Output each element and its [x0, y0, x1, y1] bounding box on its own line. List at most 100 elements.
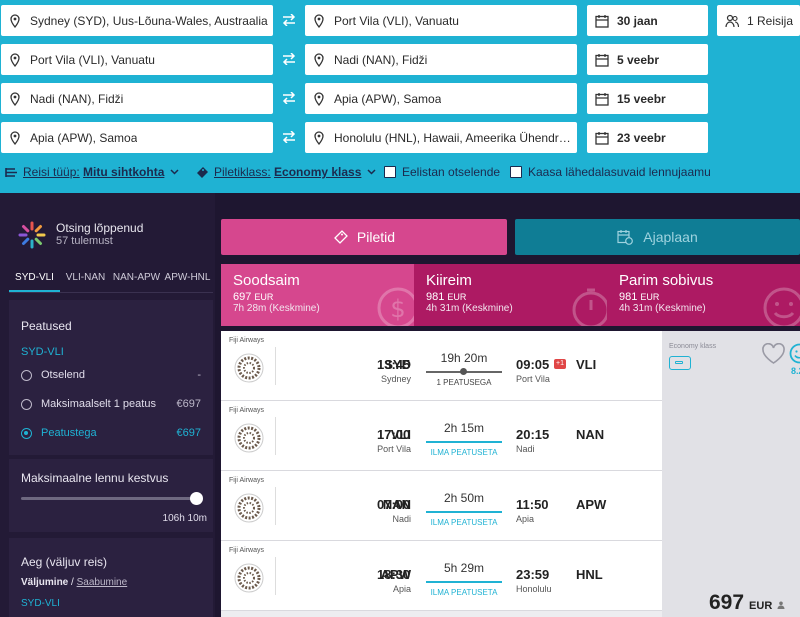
flight-row[interactable]: Fiji Airways NAN 07:00 Nadi 2h 50m ILMA … [221, 471, 662, 541]
calendar-icon [595, 53, 609, 67]
origin-text: Nadi (NAN), Fidži [30, 91, 124, 106]
route-line [426, 441, 502, 443]
airline-name: Fiji Airways [229, 547, 265, 554]
departure-time: 07:00 [377, 497, 411, 512]
status-count: 57 tulemust [56, 235, 113, 247]
airline-logo-icon [234, 493, 264, 523]
arrival-city: Apia [516, 514, 535, 524]
divider [275, 417, 276, 455]
class-value: Economy klass [274, 165, 362, 179]
destination-text: Port Vila (VLI), Vanuatu [334, 13, 459, 28]
departure-code: NAN [382, 497, 411, 512]
swap-icon[interactable] [282, 131, 296, 143]
arrival-time: 20:15 [516, 427, 550, 442]
date-field-1[interactable]: 30 jaan [587, 5, 708, 36]
offer-panel: Economy klass 8.2 697 EUR [662, 331, 800, 617]
time-mode: Väljumine / Saabumine [21, 577, 127, 588]
nearby-airports-checkbox[interactable]: Kaasa lähedalasuvaid lennujaamu [510, 165, 711, 179]
route-line [426, 581, 502, 583]
calendar-icon [595, 131, 609, 145]
leg-tab-apw-hnl[interactable]: APW-HNL [164, 272, 211, 283]
duration-slider-track[interactable] [21, 497, 196, 500]
origin-text: Port Vila (VLI), Vanuatu [30, 52, 155, 67]
trip-type-value: Mitu sihtkohta [83, 165, 165, 179]
flight-row[interactable]: Fiji Airways SYD 13:45 Sydney 19h 20m 1 … [221, 331, 662, 401]
flight-row[interactable]: Fiji Airways APW 18:30 Apia 5h 29m ILMA … [221, 541, 662, 611]
stops-option-with-stops[interactable]: Peatustega €697 [21, 427, 201, 439]
option-label: Maksimaalselt 1 peatus [41, 398, 156, 410]
destination-field-2[interactable]: Nadi (NAN), Fidži [305, 44, 577, 75]
departure-toggle[interactable]: Väljumine [21, 577, 69, 588]
heart-icon[interactable] [761, 343, 786, 365]
svg-text:$: $ [390, 295, 405, 323]
tab-tickets-label: Piletid [356, 229, 396, 245]
passengers-icon [725, 14, 739, 27]
destination-field-1[interactable]: Port Vila (VLI), Vanuatu [305, 5, 577, 36]
airline-name: Fiji Airways [229, 337, 265, 344]
date-field-4[interactable]: 23 veebr [587, 122, 708, 153]
status-text: Otsing lõppenud 57 tulemust [56, 222, 143, 248]
origin-field-2[interactable]: Port Vila (VLI), Vanuatu [1, 44, 273, 75]
direct-flights-checkbox[interactable]: Eelistan otselende [384, 165, 500, 179]
sort-price-value: 981 [619, 291, 638, 303]
trip-type-dropdown[interactable]: Reisi tüüp: Mitu sihtkohta [5, 165, 179, 179]
class-dropdown[interactable]: Piletiklass: Economy klass [196, 165, 376, 179]
leg-tab-vli-nan[interactable]: VLI-NAN [65, 272, 106, 283]
leg-tab-nan-apw[interactable]: NAN-APW [112, 272, 161, 283]
arrival-city: Honolulu [516, 584, 552, 594]
departure-code: SYD [384, 357, 411, 372]
sort-price: 981 EUR [619, 291, 788, 303]
sort-best[interactable]: Parim sobivus 981 EUR 4h 31m (Keskmine) [607, 264, 800, 326]
class-label: Piletiklass: [214, 165, 271, 179]
stops-filter: Peatused SYD-VLI Otselend - Maksimaalsel… [9, 300, 213, 455]
leg-tabs: SYD-VLI VLI-NAN NAN-APW APW-HNL [9, 266, 213, 293]
departure-time: 18:30 [377, 567, 411, 582]
stop-marker [460, 368, 467, 375]
stops-option-max-one[interactable]: Maksimaalselt 1 peatus €697 [21, 398, 201, 410]
tab-schedule[interactable]: Ajaplaan [515, 219, 800, 255]
radio-button [21, 427, 32, 439]
flight-row[interactable]: Fiji Airways VLI 17:00 Port Vila 2h 15m … [221, 401, 662, 471]
swap-icon[interactable] [282, 14, 296, 26]
origin-field-3[interactable]: Nadi (NAN), Fidži [1, 83, 273, 114]
search-panel: Sydney (SYD), Uus-Lõuna-Wales, Austraali… [0, 0, 800, 193]
stops-option-direct[interactable]: Otselend - [21, 369, 201, 381]
leg-tab-syd-vli[interactable]: SYD-VLI [9, 266, 60, 292]
tab-tickets[interactable]: Piletid [221, 219, 507, 255]
origin-field-4[interactable]: Apia (APW), Samoa [1, 122, 273, 153]
duration-slider-handle[interactable] [189, 492, 203, 505]
origin-text: Sydney (SYD), Uus-Lõuna-Wales, Austraali… [30, 13, 268, 28]
swap-icon[interactable] [282, 92, 296, 104]
sort-fastest[interactable]: Kiireim 981 EUR 4h 31m (Keskmine) [414, 264, 607, 326]
radio-button [21, 369, 32, 381]
origin-field-1[interactable]: Sydney (SYD), Uus-Lõuna-Wales, Austraali… [1, 5, 273, 36]
arrival-toggle[interactable]: Saabumine [76, 577, 128, 588]
divider [275, 347, 276, 385]
destination-field-4[interactable]: Honolulu (HNL), Hawaii, Ameerika Ühendri… [305, 122, 577, 153]
swap-icon[interactable] [282, 53, 296, 65]
sort-price: 697 EUR [233, 291, 402, 303]
calendar-clock-icon [617, 230, 634, 245]
sort-options: Soodsaim 697 EUR 7h 28m (Keskmine) $ Kii… [221, 264, 800, 326]
location-pin-icon [10, 91, 20, 106]
ticket-icon [197, 167, 208, 178]
destination-field-3[interactable]: Apia (APW), Samoa [305, 83, 577, 114]
flight-duration: 19h 20m [440, 351, 488, 365]
departure-city: Apia [392, 584, 411, 594]
stops-label: ILMA PEATUSETA [430, 518, 498, 527]
results-card: Fiji Airways SYD 13:45 Sydney 19h 20m 1 … [221, 331, 800, 617]
sort-cheapest[interactable]: Soodsaim 697 EUR 7h 28m (Keskmine) $ [221, 264, 414, 326]
date-field-2[interactable]: 5 veebr [587, 44, 708, 75]
location-pin-icon [10, 52, 20, 67]
date-text: 30 jaan [617, 13, 658, 28]
divider [275, 487, 276, 525]
date-field-3[interactable]: 15 veebr [587, 83, 708, 114]
price-value: 697 [709, 591, 745, 614]
search-status: Otsing lõppenud 57 tulemust [17, 220, 143, 250]
departure-code: VLI [390, 427, 411, 442]
direct-flights-label: Eelistan otselende [402, 165, 501, 179]
passengers-field[interactable]: 1 Reisija [717, 5, 800, 36]
arrival-code: NAN [576, 427, 605, 442]
location-pin-icon [314, 130, 324, 145]
